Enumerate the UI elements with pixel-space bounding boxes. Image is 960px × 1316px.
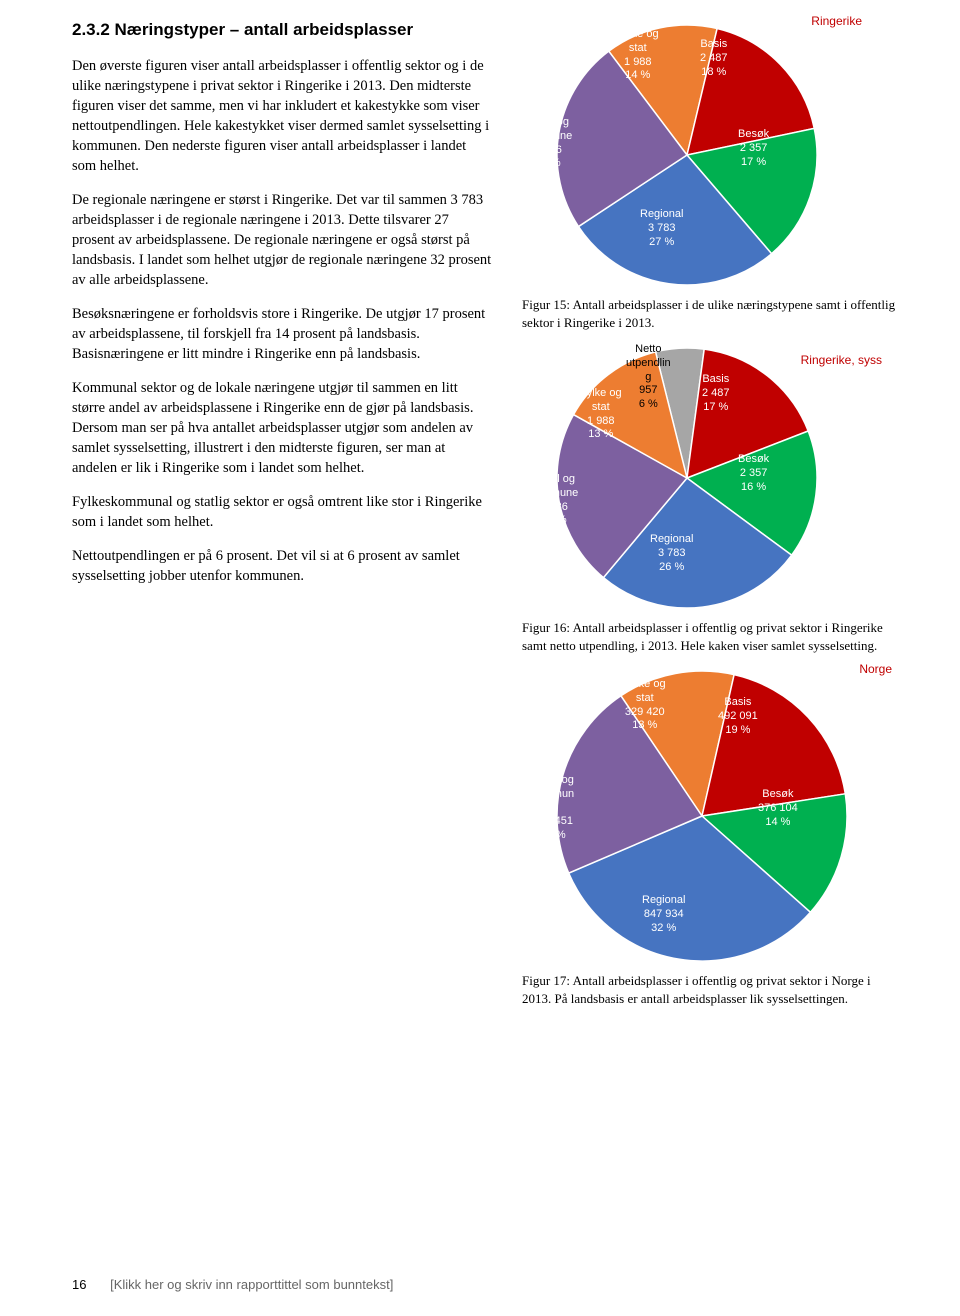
page-number: 16 — [72, 1277, 86, 1292]
pie-slice-label: Regional 847 934 32 % — [642, 894, 685, 935]
pie-slice-label: Fylke og stat 329 420 13 % — [624, 678, 666, 733]
pie-slice-label: Lokal og kommune 3 236 24 % — [524, 116, 572, 171]
pie-slice-label: Basis 2 487 18 % — [700, 38, 728, 79]
section-heading: 2.3.2 Næringstyper – antall arbeidsplass… — [72, 20, 492, 40]
figure-caption: Figur 16: Antall arbeidsplasser i offent… — [522, 619, 900, 654]
pie-slice-label: Lokal og kommun e 573 451 22 % — [532, 774, 574, 843]
pie-slice-label: Basis 2 487 17 % — [702, 373, 730, 414]
figure-caption: Figur 17: Antall arbeidsplasser i offent… — [522, 972, 900, 1007]
paragraph: Nettoutpendlingen er på 6 prosent. Det v… — [72, 546, 492, 586]
page-footer: 16 [Klikk her og skriv inn rapporttittel… — [72, 1277, 393, 1292]
paragraph: Besøksnæringene er forholdsvis store i R… — [72, 304, 492, 364]
pie-slice-label: Besøk 2 357 16 % — [738, 453, 769, 494]
paragraph: De regionale næringene er størst i Ringe… — [72, 190, 492, 290]
figure-caption: Figur 15: Antall arbeidsplasser i de uli… — [522, 296, 900, 331]
pie-slice-label: Fylke og stat 1 988 13 % — [580, 387, 622, 442]
pie-slice-label: Lokal og kommune 3 236 22 % — [530, 473, 578, 528]
pie-slice-label: Fylke og stat 1 988 14 % — [617, 28, 659, 83]
pie-slice-label: Regional 3 783 26 % — [650, 533, 693, 574]
chart-title: Ringerike, syss — [801, 353, 882, 367]
pie-slice-label: Netto utpendlin g 957 6 % — [626, 343, 671, 412]
footer-text: [Klikk her og skriv inn rapporttittel so… — [110, 1277, 393, 1292]
pie-chart-ringerike-syss: Netto utpendlin g 957 6 % Basis 2 487 17 … — [522, 343, 852, 613]
pie-chart-norge: Fylke og stat 329 420 13 % Basis 492 091 … — [522, 666, 882, 966]
paragraph: Fylkeskommunal og statlig sektor er også… — [72, 492, 492, 532]
chart-title: Norge — [859, 662, 892, 676]
pie-slice-label: Basis 492 091 19 % — [718, 696, 758, 737]
paragraph: Kommunal sektor og de lokale næringene u… — [72, 378, 492, 478]
pie-chart-ringerike: Fylke og stat 1 988 14 % Basis 2 487 18 %… — [522, 20, 852, 290]
pie-slice-label: Besøk 376 104 14 % — [758, 788, 798, 829]
body-text: Den øverste figuren viser antall arbeids… — [72, 56, 492, 586]
paragraph: Den øverste figuren viser antall arbeids… — [72, 56, 492, 176]
chart-title: Ringerike — [811, 14, 862, 28]
pie-slice-label: Besøk 2 357 17 % — [738, 128, 769, 169]
pie-slice-label: Regional 3 783 27 % — [640, 208, 683, 249]
